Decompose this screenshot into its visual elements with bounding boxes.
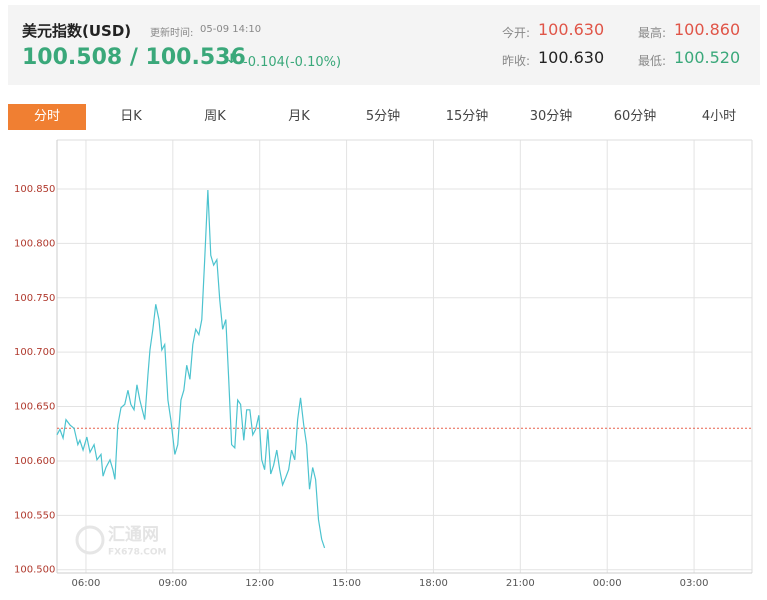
high-label: 最高: bbox=[638, 26, 667, 40]
x-tick-label: 12:00 bbox=[245, 578, 274, 589]
chart: 汇通网 FX678.COM 100.500 100.550 100.600 100.6… bbox=[14, 139, 753, 589]
tab[interactable]: 15分钟 bbox=[445, 109, 489, 124]
quote-header bbox=[8, 5, 760, 85]
title: 美元指数(USD) bbox=[22, 22, 132, 40]
x-tick-label: 03:00 bbox=[680, 578, 709, 589]
prev-close: 100.630 bbox=[538, 48, 605, 67]
low-label: 最低: bbox=[638, 54, 667, 68]
tab[interactable]: 分时 bbox=[8, 104, 86, 130]
x-tick-label: 15:00 bbox=[332, 578, 361, 589]
x-tick-label: 00:00 bbox=[593, 578, 622, 589]
update-label: 更新时间: bbox=[150, 28, 194, 39]
change: -0.104(-0.10%) bbox=[243, 55, 342, 70]
y-tick-label: 100.800 bbox=[14, 238, 55, 249]
y-tick-label: 100.700 bbox=[14, 347, 55, 358]
y-tick-label: 100.500 bbox=[14, 565, 55, 576]
y-tick-label: 100.550 bbox=[14, 510, 55, 521]
y-tick-label: 100.750 bbox=[14, 293, 55, 304]
arrow: ↓ bbox=[226, 52, 237, 67]
low: 100.520 bbox=[674, 48, 741, 67]
y-tick-label: 100.650 bbox=[14, 402, 55, 413]
tab[interactable]: 30分钟 bbox=[529, 109, 573, 124]
tab[interactable]: 周K bbox=[204, 109, 226, 124]
watermark-site: FX678.COM bbox=[108, 548, 167, 558]
price: 100.508 / 100.536 bbox=[22, 45, 246, 70]
high: 100.860 bbox=[674, 20, 741, 39]
watermark-name: 汇通网 bbox=[108, 525, 159, 545]
tab[interactable]: 4小时 bbox=[701, 109, 737, 124]
tab[interactable]: 月K bbox=[288, 109, 310, 124]
watermark-logo bbox=[75, 525, 105, 555]
open: 100.630 bbox=[538, 20, 605, 39]
price-line bbox=[56, 190, 326, 549]
update-time: 05-09 14:10 bbox=[200, 24, 262, 35]
tab[interactable]: 日K bbox=[120, 109, 142, 124]
x-tick-label: 06:00 bbox=[72, 578, 101, 589]
x-tick-label: 18:00 bbox=[419, 578, 448, 589]
x-tick-label: 21:00 bbox=[506, 578, 535, 589]
open-label: 今开: bbox=[502, 26, 531, 40]
x-tick-label: 09:00 bbox=[158, 578, 187, 589]
tab[interactable]: 60分钟 bbox=[613, 109, 657, 124]
y-tick-label: 100.600 bbox=[14, 456, 55, 467]
tab[interactable]: 5分钟 bbox=[365, 109, 401, 124]
prev-close-label: 昨收: bbox=[502, 54, 531, 68]
y-tick-label: 100.850 bbox=[14, 184, 55, 195]
